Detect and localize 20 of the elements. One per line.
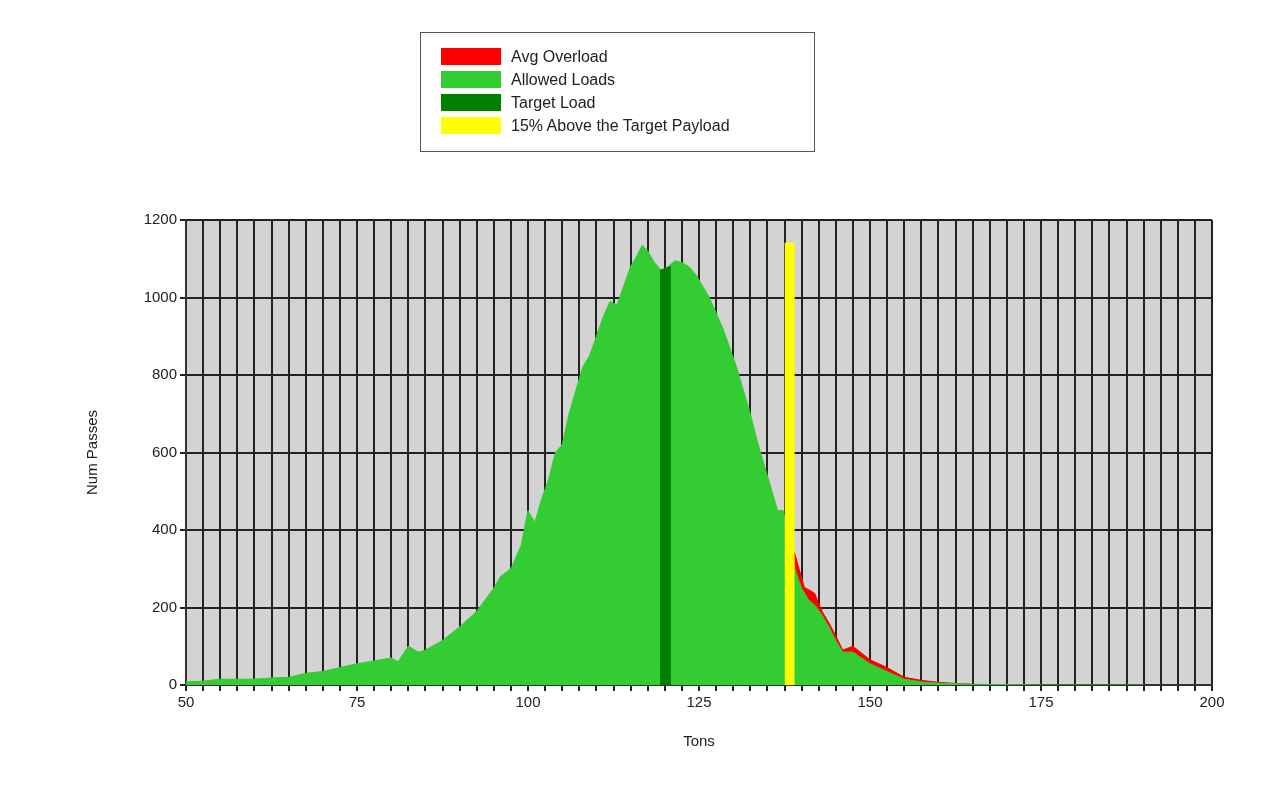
x-tick-label: 150 xyxy=(857,693,883,711)
x-tick-label: 50 xyxy=(177,693,195,711)
y-tick-label: 1200 xyxy=(143,210,177,228)
y-tick-label: 600 xyxy=(151,442,177,460)
x-tick-label: 125 xyxy=(686,693,712,711)
y-tick-label: 400 xyxy=(151,520,177,538)
legend-label: Allowed Loads xyxy=(511,70,616,89)
x-tick-label: 100 xyxy=(515,693,541,711)
x-tick-label: 200 xyxy=(1199,693,1225,711)
x-tick-label: 75 xyxy=(348,693,366,711)
x-tick-label: 175 xyxy=(1028,693,1054,711)
y-tick-label: 0 xyxy=(168,675,177,693)
legend-label: Avg Overload xyxy=(511,47,608,66)
y-tick-label: 1000 xyxy=(143,287,177,305)
legend-label: 15% Above the Target Payload xyxy=(511,116,730,135)
legend-label: Target Load xyxy=(511,93,596,112)
y-tick-label: 200 xyxy=(151,597,177,615)
y-axis-title: Num Passes xyxy=(83,409,101,496)
y-tick-label: 800 xyxy=(151,365,177,383)
x-axis-title: Tons xyxy=(683,732,715,750)
